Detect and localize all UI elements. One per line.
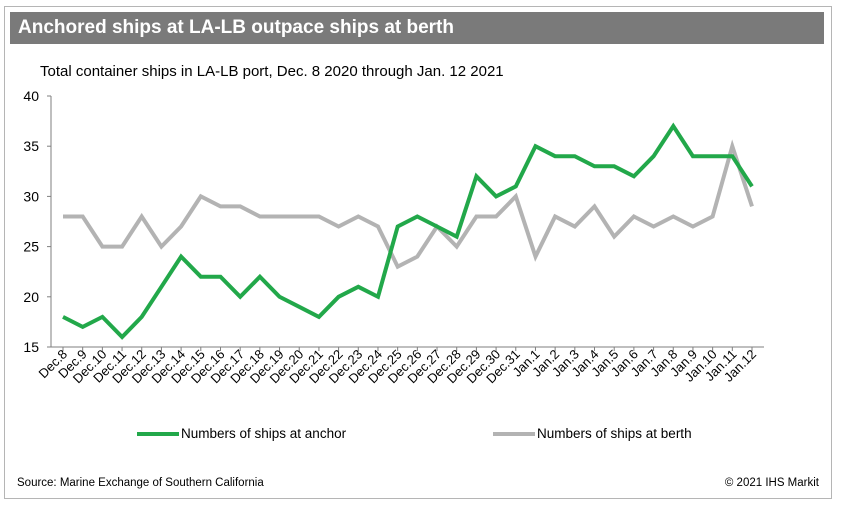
- series-line-berth: [63, 139, 754, 270]
- chart-title: Anchored ships at LA-LB outpace ships at…: [18, 17, 454, 38]
- y-tick-label: 20: [23, 289, 39, 305]
- title-bar: Anchored ships at LA-LB outpace ships at…: [10, 12, 824, 44]
- y-tick-label: 30: [23, 188, 39, 204]
- source-note: Source: Marine Exchange of Southern Cali…: [17, 477, 264, 489]
- legend-item-anchor: Numbers of ships at anchor: [137, 426, 346, 441]
- legend-item-berth: Numbers of ships at berth: [493, 426, 692, 441]
- chart-subtitle: Total container ships in LA-LB port, Dec…: [40, 63, 504, 80]
- y-tick-label: 35: [23, 138, 39, 154]
- y-tick-label: 25: [23, 239, 39, 255]
- legend-swatch-berth: [493, 431, 535, 436]
- y-tick-label: 40: [23, 88, 39, 104]
- legend-swatch-anchor: [137, 431, 179, 436]
- y-tick-label: 15: [23, 339, 39, 355]
- legend-label-berth: Numbers of ships at berth: [537, 426, 692, 441]
- copyright-note: © 2021 IHS Markit: [724, 477, 819, 489]
- series-line-anchor: [62, 122, 754, 340]
- legend-label-anchor: Numbers of ships at anchor: [181, 426, 347, 441]
